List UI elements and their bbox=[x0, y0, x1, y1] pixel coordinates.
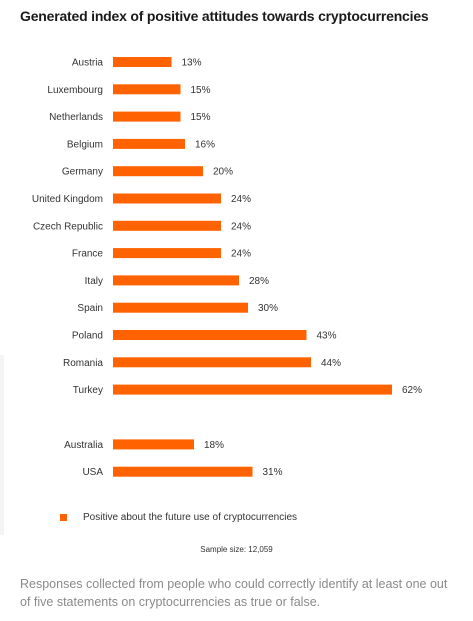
category-label: United Kingdom bbox=[32, 194, 103, 205]
data-label: 28% bbox=[249, 276, 269, 287]
bar-chart: Austria 13% Luxembourg 15% Netherlands 15% Bel… bbox=[32, 57, 422, 478]
category-label: USA bbox=[82, 467, 103, 478]
data-label: 15% bbox=[191, 85, 211, 96]
category-label: Czech Republic bbox=[33, 221, 103, 232]
footnote: Responses collected from people who coul… bbox=[20, 577, 448, 609]
category-label: Spain bbox=[77, 303, 103, 314]
bar bbox=[113, 220, 221, 231]
legend: Positive about the future use of cryptoc… bbox=[60, 512, 297, 523]
data-label: 62% bbox=[402, 385, 422, 396]
data-label: 24% bbox=[231, 194, 251, 205]
chart-title: Generated index of positive attitudes to… bbox=[20, 8, 429, 24]
bar bbox=[113, 111, 181, 122]
data-label: 13% bbox=[182, 58, 202, 69]
bar bbox=[113, 466, 253, 477]
data-label: 18% bbox=[204, 440, 224, 451]
category-label: Germany bbox=[62, 167, 103, 178]
data-label: 44% bbox=[321, 358, 341, 369]
bar bbox=[113, 275, 239, 286]
bar bbox=[113, 384, 392, 395]
bar bbox=[113, 357, 311, 368]
category-label: Australia bbox=[64, 440, 103, 451]
bar bbox=[113, 248, 221, 259]
bar bbox=[113, 302, 248, 313]
category-label: Turkey bbox=[73, 385, 103, 396]
data-label: 30% bbox=[258, 303, 278, 314]
data-label: 15% bbox=[191, 112, 211, 123]
category-label: Austria bbox=[72, 58, 104, 69]
bar bbox=[113, 166, 203, 177]
data-label: 20% bbox=[213, 167, 233, 178]
category-label: Luxembourg bbox=[47, 85, 103, 96]
bar bbox=[113, 193, 221, 204]
data-label: 31% bbox=[263, 467, 283, 478]
category-label: Poland bbox=[72, 331, 103, 342]
category-label: Romania bbox=[63, 358, 103, 369]
category-label: Italy bbox=[85, 276, 103, 287]
category-label: Belgium bbox=[67, 139, 103, 150]
sample-size: Sample size: 12,059 bbox=[200, 545, 273, 554]
legend-swatch bbox=[60, 514, 67, 521]
bar bbox=[113, 57, 172, 67]
bar bbox=[113, 84, 181, 95]
left-divider bbox=[0, 355, 4, 535]
category-label: Netherlands bbox=[49, 112, 103, 123]
bar bbox=[113, 330, 307, 340]
data-label: 24% bbox=[231, 249, 251, 260]
category-label: France bbox=[72, 249, 104, 260]
data-label: 16% bbox=[195, 139, 215, 150]
bar bbox=[113, 138, 185, 149]
data-label: 24% bbox=[231, 221, 251, 232]
bar bbox=[113, 439, 194, 450]
legend-label: Positive about the future use of cryptoc… bbox=[83, 512, 298, 523]
data-label: 43% bbox=[317, 331, 337, 342]
